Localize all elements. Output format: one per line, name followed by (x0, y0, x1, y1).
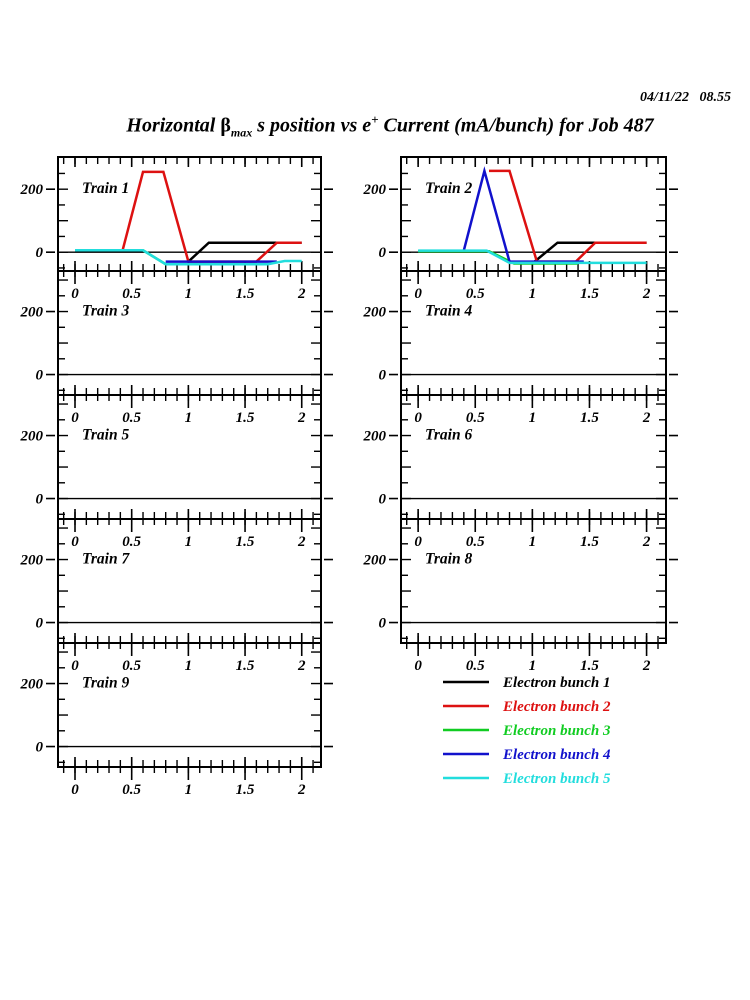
x-tick-label: 1.5 (236, 658, 255, 674)
legend-label-bunch1: Electron bunch 1 (502, 675, 611, 691)
y-tick-label: 200 (20, 677, 44, 693)
title-mid: s position vs e (252, 114, 372, 137)
x-tick-label: 0.5 (122, 534, 141, 550)
series-bunch5 (418, 249, 647, 265)
panel-title: Train 4 (425, 303, 472, 320)
title-suffix: Current (mA/bunch) for Job 487 (378, 114, 654, 137)
y-tick-label: 200 (20, 553, 44, 569)
x-tick-label: 0 (414, 286, 422, 302)
x-tick-label: 0 (414, 658, 422, 674)
y-tick-label: 0 (36, 368, 44, 384)
legend-label-bunch3: Electron bunch 3 (502, 723, 611, 739)
page-title: Horizontal βmax s position vs e+ Current… (40, 112, 740, 141)
panel-title: Train 8 (425, 551, 472, 568)
y-tick-label: 0 (379, 492, 387, 508)
x-tick-label: 1 (185, 286, 193, 302)
legend-label-bunch4: Electron bunch 4 (502, 747, 611, 763)
x-tick-label: 0.5 (122, 782, 141, 798)
y-tick-label: 0 (36, 245, 44, 261)
x-tick-label: 0 (414, 410, 422, 426)
title-superscript-plus: + (371, 112, 379, 127)
x-tick-label: 1 (529, 658, 537, 674)
y-tick-label: 200 (363, 182, 387, 198)
x-tick-label: 0 (71, 658, 79, 674)
x-tick-label: 1.5 (236, 534, 255, 550)
x-tick-label: 1 (185, 410, 193, 426)
x-tick-label: 2 (297, 410, 306, 426)
panel-title: Train 1 (82, 180, 129, 197)
x-tick-label: 1 (185, 782, 193, 798)
x-tick-label: 1.5 (580, 534, 599, 550)
x-tick-label: 0 (71, 534, 79, 550)
y-tick-label: 200 (20, 429, 44, 445)
y-tick-label: 200 (20, 305, 44, 321)
x-tick-label: 1.5 (580, 410, 599, 426)
x-tick-label: 0.5 (122, 410, 141, 426)
x-tick-label: 1 (529, 534, 537, 550)
series-bunch5 (75, 249, 302, 266)
x-tick-label: 2 (297, 782, 306, 798)
x-tick-label: 0.5 (122, 658, 141, 674)
series-bunch4 (462, 166, 584, 263)
legend-label-bunch2: Electron bunch 2 (502, 699, 611, 715)
x-tick-label: 2 (642, 658, 651, 674)
series-bunch2 (489, 169, 647, 263)
x-tick-label: 0 (71, 410, 79, 426)
x-tick-label: 1 (185, 658, 193, 674)
x-tick-label: 0 (414, 534, 422, 550)
x-tick-label: 1.5 (580, 658, 599, 674)
title-prefix: Horizontal (126, 114, 221, 137)
y-tick-label: 0 (36, 740, 44, 756)
x-tick-label: 0.5 (466, 658, 485, 674)
panel-title: Train 3 (82, 303, 129, 320)
y-tick-label: 200 (363, 429, 387, 445)
panel-title: Train 2 (425, 180, 472, 197)
x-tick-label: 1.5 (236, 410, 255, 426)
x-tick-label: 2 (642, 286, 651, 302)
y-tick-label: 200 (363, 305, 387, 321)
x-tick-label: 0.5 (466, 534, 485, 550)
y-tick-label: 0 (379, 616, 387, 632)
panel-title: Train 6 (425, 427, 472, 444)
x-tick-label: 1.5 (580, 286, 599, 302)
legend-label-bunch5: Electron bunch 5 (502, 771, 611, 787)
series-bunch2 (121, 170, 302, 263)
x-tick-label: 2 (642, 410, 651, 426)
series-bunch1 (187, 241, 302, 263)
title-beta-symbol: β (220, 114, 231, 137)
x-tick-label: 2 (642, 534, 651, 550)
title-beta-subscript: max (230, 125, 253, 140)
x-tick-label: 1.5 (236, 782, 255, 798)
y-tick-label: 200 (20, 182, 44, 198)
x-tick-label: 0.5 (466, 410, 485, 426)
panel-frame-col0 (57, 156, 322, 768)
x-tick-label: 1 (185, 534, 193, 550)
y-tick-label: 0 (379, 245, 387, 261)
y-tick-label: 0 (36, 492, 44, 508)
y-tick-label: 0 (36, 616, 44, 632)
panel-title: Train 7 (82, 551, 130, 568)
x-tick-label: 1 (529, 410, 537, 426)
panel-title: Train 9 (82, 675, 129, 692)
y-tick-label: 0 (379, 368, 387, 384)
x-tick-label: 1 (529, 286, 537, 302)
x-tick-label: 1.5 (236, 286, 255, 302)
x-tick-label: 0.5 (466, 286, 485, 302)
x-tick-label: 0 (71, 782, 79, 798)
x-tick-label: 2 (297, 658, 306, 674)
x-tick-label: 2 (297, 534, 306, 550)
x-tick-label: 0.5 (122, 286, 141, 302)
panel-frame-col1 (400, 156, 667, 644)
timestamp: 04/11/22 08.55 (639, 90, 731, 105)
x-tick-label: 0 (71, 286, 79, 302)
x-tick-label: 2 (297, 286, 306, 302)
y-tick-label: 200 (363, 553, 387, 569)
panel-title: Train 5 (82, 427, 129, 444)
